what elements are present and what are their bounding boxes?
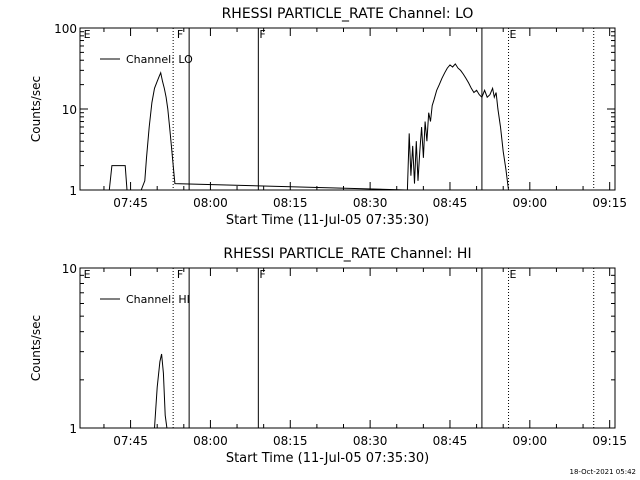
x-tick-label: 07:45 <box>113 434 148 448</box>
series-line <box>108 63 509 191</box>
flag-label: F <box>259 28 265 41</box>
x-tick-label: 07:45 <box>113 196 148 210</box>
y-tick-label: 10 <box>62 262 77 276</box>
x-tick-label: 08:30 <box>353 434 388 448</box>
x-tick-label: 09:15 <box>592 196 627 210</box>
flag-label: E <box>510 268 517 281</box>
x-tick-label: 09:15 <box>592 434 627 448</box>
chart-title: RHESSI PARTICLE_RATE Channel: LO <box>222 6 474 22</box>
plot-frame <box>79 267 616 429</box>
y-axis-label: Counts/sec <box>29 76 43 142</box>
x-tick-label: 08:15 <box>273 196 308 210</box>
x-tick-label: 08:00 <box>193 196 228 210</box>
flag-label: E <box>84 28 91 41</box>
series-line <box>154 353 168 429</box>
y-tick-label: 10 <box>62 103 77 117</box>
x-axis-label: Start Time (11-Jul-05 07:35:30) <box>226 451 429 466</box>
x-axis-label: Start Time (11-Jul-05 07:35:30) <box>226 213 429 228</box>
flag-label: F <box>177 268 183 281</box>
generation-timestamp: 18-Oct-2021 05:42 <box>570 468 636 476</box>
legend-label: Channel: HI <box>126 293 190 306</box>
y-tick-label: 100 <box>54 22 77 36</box>
flag-label: E <box>84 268 91 281</box>
y-axis-label: Counts/sec <box>29 315 43 381</box>
flag-label: F <box>259 268 265 281</box>
x-tick-label: 09:00 <box>513 196 548 210</box>
x-tick-label: 08:45 <box>433 196 468 210</box>
chart-title: RHESSI PARTICLE_RATE Channel: HI <box>223 246 471 262</box>
x-tick-label: 08:00 <box>193 434 228 448</box>
flag-label: E <box>510 28 517 41</box>
x-tick-label: 08:30 <box>353 196 388 210</box>
hi-channel-panel: RHESSI PARTICLE_RATE Channel: HI 07:45 08:… <box>29 246 627 466</box>
lo-channel-panel: RHESSI PARTICLE_RATE Channel: LO 07:45 08:… <box>29 6 627 228</box>
y-tick-label: 1 <box>69 422 77 436</box>
x-tick-label: 08:45 <box>433 434 468 448</box>
x-tick-label: 09:00 <box>513 434 548 448</box>
y-tick-label: 1 <box>69 184 77 198</box>
x-tick-label: 08:15 <box>273 434 308 448</box>
flag-label: F <box>177 28 183 41</box>
legend-label: Channel: LO <box>126 53 193 66</box>
